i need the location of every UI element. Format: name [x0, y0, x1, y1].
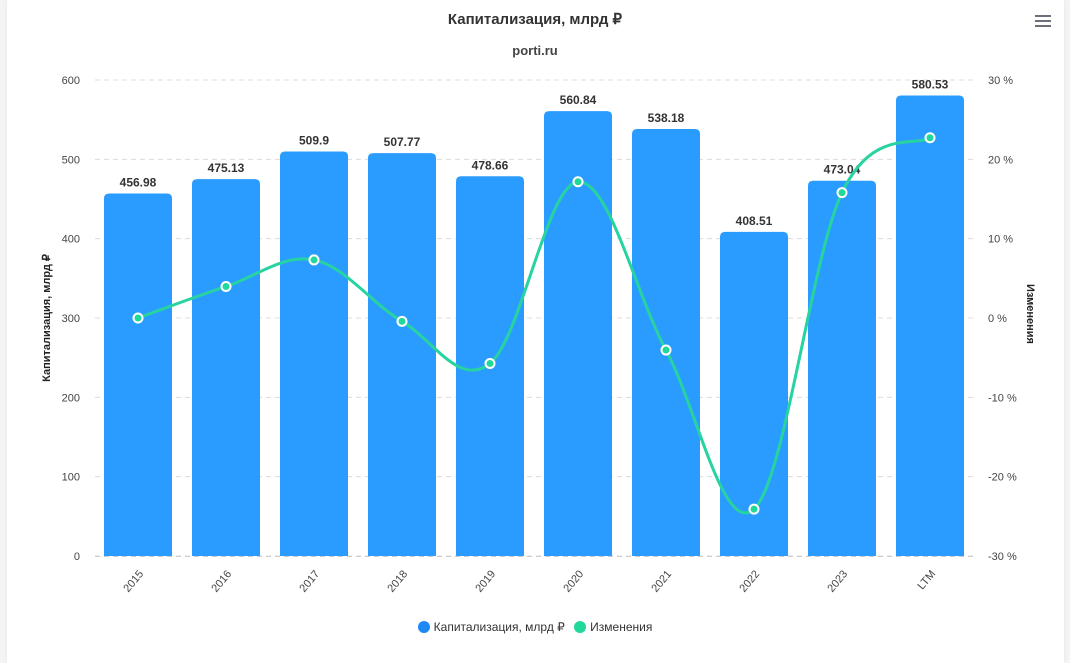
bar-2017[interactable]: [280, 151, 348, 556]
bar-value-label: 580.53: [912, 77, 949, 91]
x-tick-label: 2017: [297, 568, 322, 594]
x-tick-label: 2020: [561, 568, 586, 594]
legend-label: Изменения: [590, 620, 653, 634]
left-tick-label: 300: [62, 313, 80, 325]
legend-item-changes[interactable]: Изменения: [574, 620, 652, 634]
chart-subtitle: porti.ru: [512, 43, 558, 58]
bar-series: [104, 95, 964, 557]
chart-card: [7, 0, 1064, 663]
left-tick-label: 0: [74, 551, 80, 563]
x-tick-label: 2021: [649, 568, 674, 594]
legend-label: Капитализация, млрд ₽: [433, 620, 565, 634]
legend-dot-icon: [574, 621, 587, 633]
line-series: [132, 132, 936, 515]
left-tick-label: 100: [62, 472, 80, 484]
bar-value-label: 538.18: [648, 111, 685, 125]
bar-2015[interactable]: [104, 193, 172, 557]
legend: Капитализация, млрд ₽ Изменения: [0, 620, 1070, 636]
bar-value-label: 408.51: [736, 214, 773, 228]
change-marker-LTM[interactable]: [924, 132, 936, 144]
bar-value-label: 478.66: [472, 158, 509, 172]
x-tick-label: 2022: [737, 568, 762, 594]
x-tick-label: 2018: [385, 568, 410, 594]
left-axis-ticks: 0 100 200 300 400 500 600: [62, 75, 80, 563]
bar-value-label: 560.84: [560, 93, 597, 107]
x-axis-labels: 2015 2016 2017 2018 2019 2020 2021 2022 2023 LTM: [121, 568, 938, 594]
chart-title: Капитализация, млрд ₽: [447, 11, 623, 28]
bar-2016[interactable]: [192, 179, 260, 556]
right-tick-label: 30 %: [988, 75, 1013, 87]
right-tick-label: 20 %: [988, 154, 1013, 166]
bar-2020[interactable]: [544, 111, 612, 557]
x-tick-label: 2019: [473, 568, 498, 594]
right-axis-title: Изменения: [1024, 284, 1036, 344]
right-tick-label: -20 %: [988, 472, 1017, 484]
change-marker-2022[interactable]: [748, 503, 760, 515]
hamburger-menu-icon[interactable]: [1032, 12, 1054, 30]
x-tick-label: 2016: [209, 568, 234, 594]
legend-dot-icon: [417, 621, 430, 633]
bar-value-label: 509.9: [299, 133, 329, 147]
bar-value-label: 475.13: [208, 161, 245, 175]
bar-value-label: 507.77: [384, 135, 421, 149]
left-tick-label: 400: [62, 234, 80, 246]
bar-LTM[interactable]: [896, 95, 964, 556]
right-tick-label: -30 %: [988, 551, 1017, 563]
left-tick-label: 200: [62, 392, 80, 404]
change-marker-2020[interactable]: [572, 176, 584, 188]
change-marker-2016[interactable]: [220, 281, 232, 293]
change-marker-2021[interactable]: [660, 344, 672, 356]
bar-2018[interactable]: [368, 153, 436, 556]
bar-data-labels: 456.98 475.13 509.9 507.77 478.66 560.84 538.1…: [120, 77, 949, 227]
x-tick-label: 2015: [121, 568, 146, 594]
right-tick-label: 10 %: [988, 234, 1013, 246]
change-marker-2017[interactable]: [308, 254, 320, 266]
right-axis-ticks: -30 % -20 % -10 % 0 % 10 % 20 % 30 %: [988, 75, 1017, 563]
right-tick-label: 0 %: [988, 313, 1007, 325]
change-marker-2019[interactable]: [484, 357, 496, 369]
bar-value-label: 456.98: [120, 175, 157, 189]
left-tick-label: 600: [62, 75, 80, 87]
bar-2021[interactable]: [632, 129, 700, 556]
x-tick-label: LTM: [915, 568, 938, 592]
bar-2023[interactable]: [808, 180, 876, 556]
right-tick-label: -10 %: [988, 392, 1017, 404]
x-tick-label: 2023: [825, 568, 850, 594]
change-marker-2018[interactable]: [396, 315, 408, 327]
change-marker-2015[interactable]: [132, 312, 144, 324]
left-axis-title: Капитализация, млрд ₽: [41, 254, 53, 382]
left-tick-label: 500: [62, 154, 80, 166]
change-marker-2023[interactable]: [836, 187, 848, 199]
legend-item-capitalization[interactable]: Капитализация, млрд ₽: [417, 620, 565, 634]
